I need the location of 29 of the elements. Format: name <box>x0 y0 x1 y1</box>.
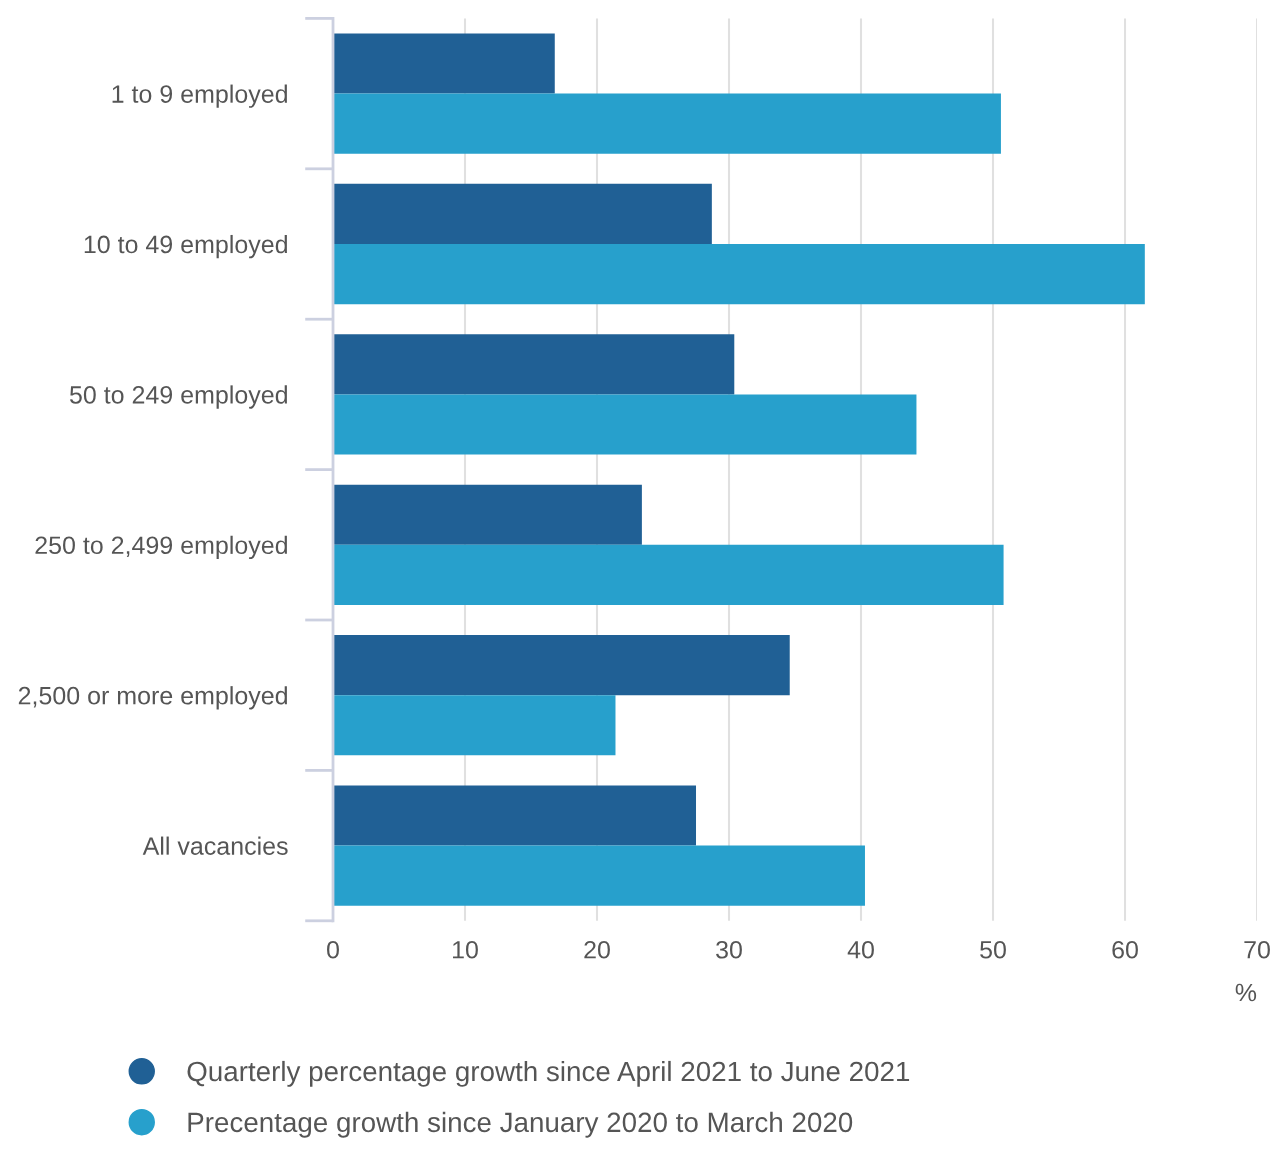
x-tick-label: 60 <box>1112 940 1138 959</box>
bar <box>333 244 1145 305</box>
legend-label: Precentage growth since January 2020 to March 2020 <box>188 1111 853 1138</box>
y-tick-label: 1 to 9 employed <box>112 84 287 108</box>
bar <box>333 334 735 395</box>
x-tick-label: 70 <box>1244 940 1270 959</box>
legend-label: Quarterly percentage growth since April 2021 to June 2021 <box>187 1060 910 1087</box>
bar <box>333 785 697 846</box>
bar <box>333 484 642 545</box>
y-tick-label: 50 to 249 employed <box>69 385 287 409</box>
y-tick-label: 250 to 2,499 employed <box>35 535 287 560</box>
bar <box>333 635 790 696</box>
y-tick-label: 10 to 49 employed <box>84 234 287 259</box>
x-tick-label: 0 <box>327 940 339 959</box>
x-tick-label: 30 <box>716 940 742 959</box>
bar <box>333 33 555 94</box>
bar <box>333 183 712 245</box>
bar <box>333 695 616 756</box>
x-tick-label: 50 <box>980 940 1006 959</box>
bar <box>333 394 917 455</box>
x-tick-label: 20 <box>584 940 610 959</box>
y-tick-label: 2,500 or more employed <box>18 686 287 710</box>
x-axis-title: % <box>1235 983 1257 1002</box>
bar <box>333 93 1001 154</box>
y-tick-label: All vacancies <box>142 836 288 855</box>
bar <box>333 845 865 906</box>
bar <box>333 544 1004 605</box>
x-tick-label: 40 <box>847 940 874 959</box>
x-tick-label: 10 <box>453 940 478 959</box>
